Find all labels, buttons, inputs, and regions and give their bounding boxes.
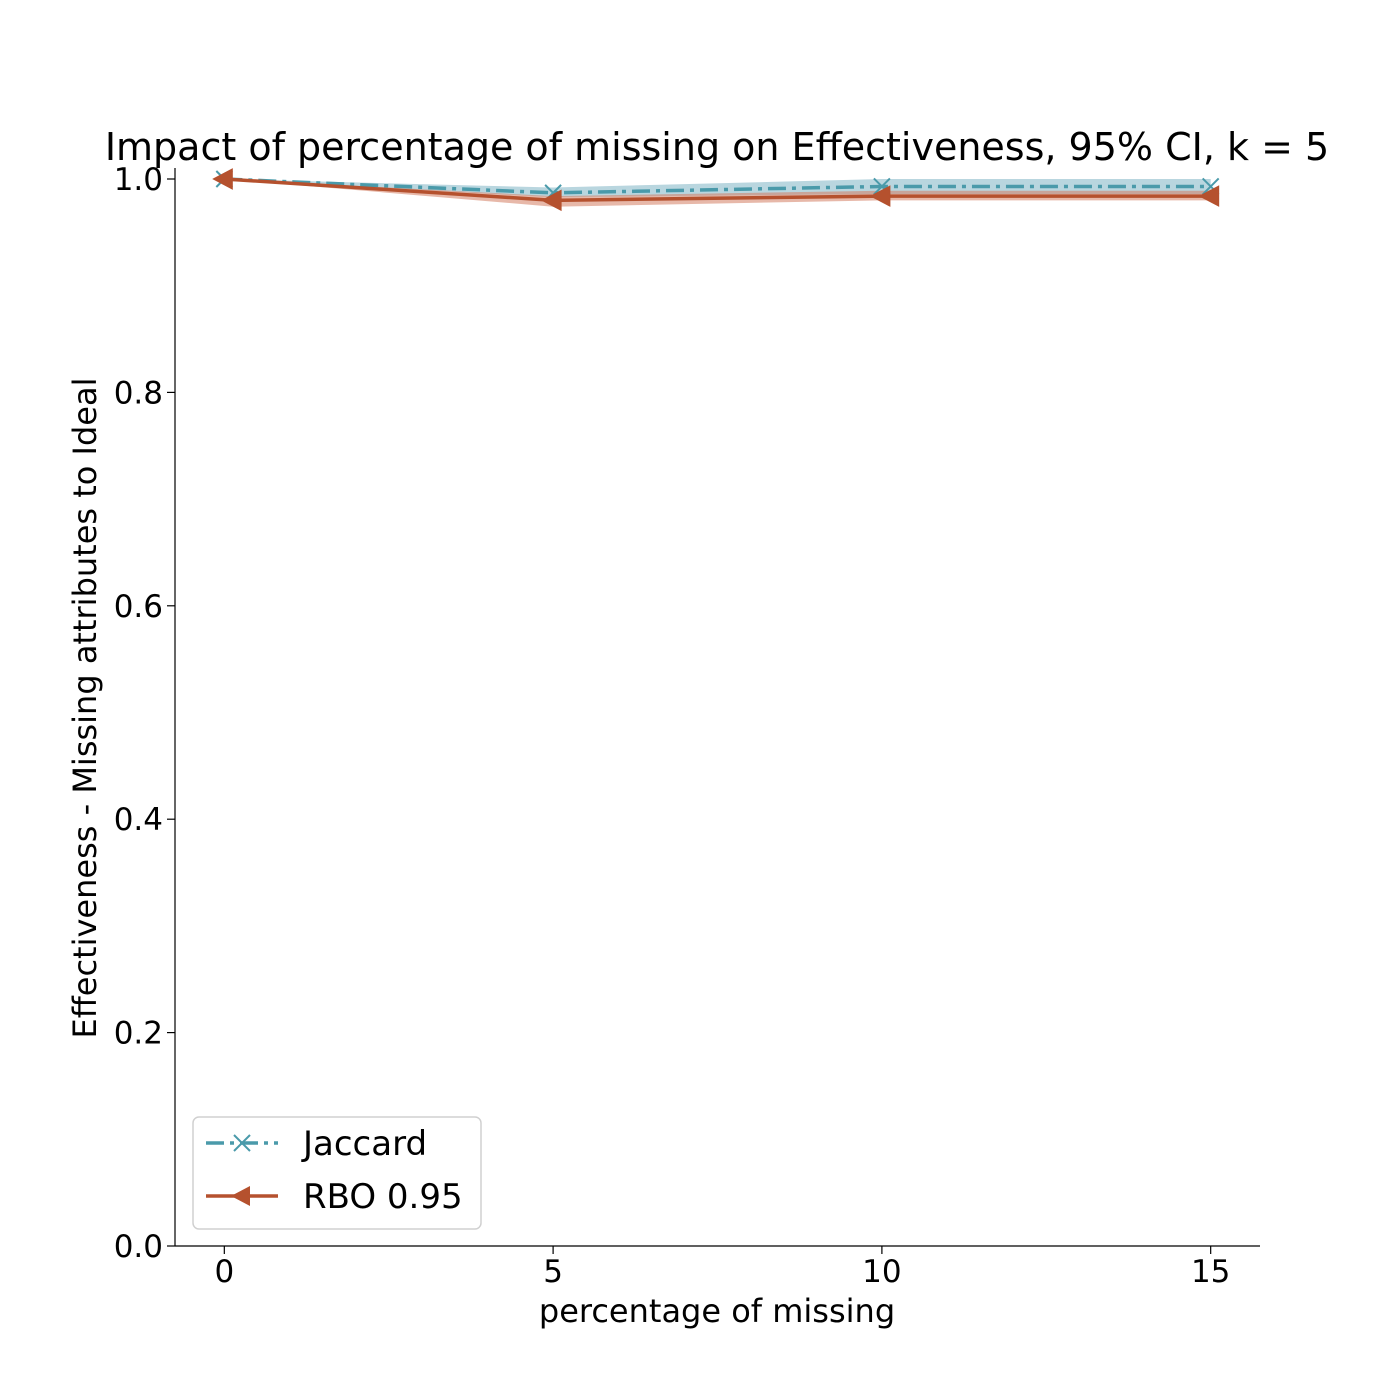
x-ticks: 0 5 10 15 (214, 1246, 1230, 1290)
legend-marker-0 (233, 1134, 251, 1152)
x-tick-label: 0 (214, 1254, 234, 1290)
legend-label-1: RBO 0.95 (303, 1177, 463, 1217)
y-tick-label: 0.6 (114, 589, 163, 625)
series-1-point-2 (869, 185, 891, 207)
plot-area (212, 168, 1220, 212)
ci-band-1 (224, 179, 1211, 207)
x-tick-label: 5 (543, 1254, 563, 1290)
x-axis-label: percentage of missing (539, 1292, 895, 1330)
y-tick-label: 0.4 (114, 802, 163, 838)
legend: Jaccard RBO 0.95 (192, 1116, 482, 1230)
x-tick-label: 10 (862, 1254, 901, 1290)
y-tick-label: 0.0 (114, 1229, 163, 1265)
y-tick-label: 1.0 (114, 162, 163, 198)
series-1-point-1 (541, 189, 562, 212)
y-axis-label: Effectiveness - Missing attributes to Id… (66, 378, 104, 1039)
chart-title: Impact of percentage of missing on Effec… (105, 125, 1329, 169)
series-1-point-0 (212, 168, 233, 190)
legend-box (192, 1116, 482, 1230)
y-ticks: 0.0 0.2 0.4 0.6 0.8 1.0 (114, 162, 175, 1265)
legend-marker-1 (231, 1186, 250, 1206)
series-1-point-3 (1198, 185, 1220, 207)
series-line-1 (224, 177, 1211, 203)
y-tick-label: 0.2 (114, 1016, 163, 1052)
legend-label-0: Jaccard (301, 1124, 427, 1164)
series-line-0 (224, 177, 1211, 195)
x-tick-label: 15 (1191, 1254, 1230, 1290)
y-tick-label: 0.8 (114, 375, 163, 411)
